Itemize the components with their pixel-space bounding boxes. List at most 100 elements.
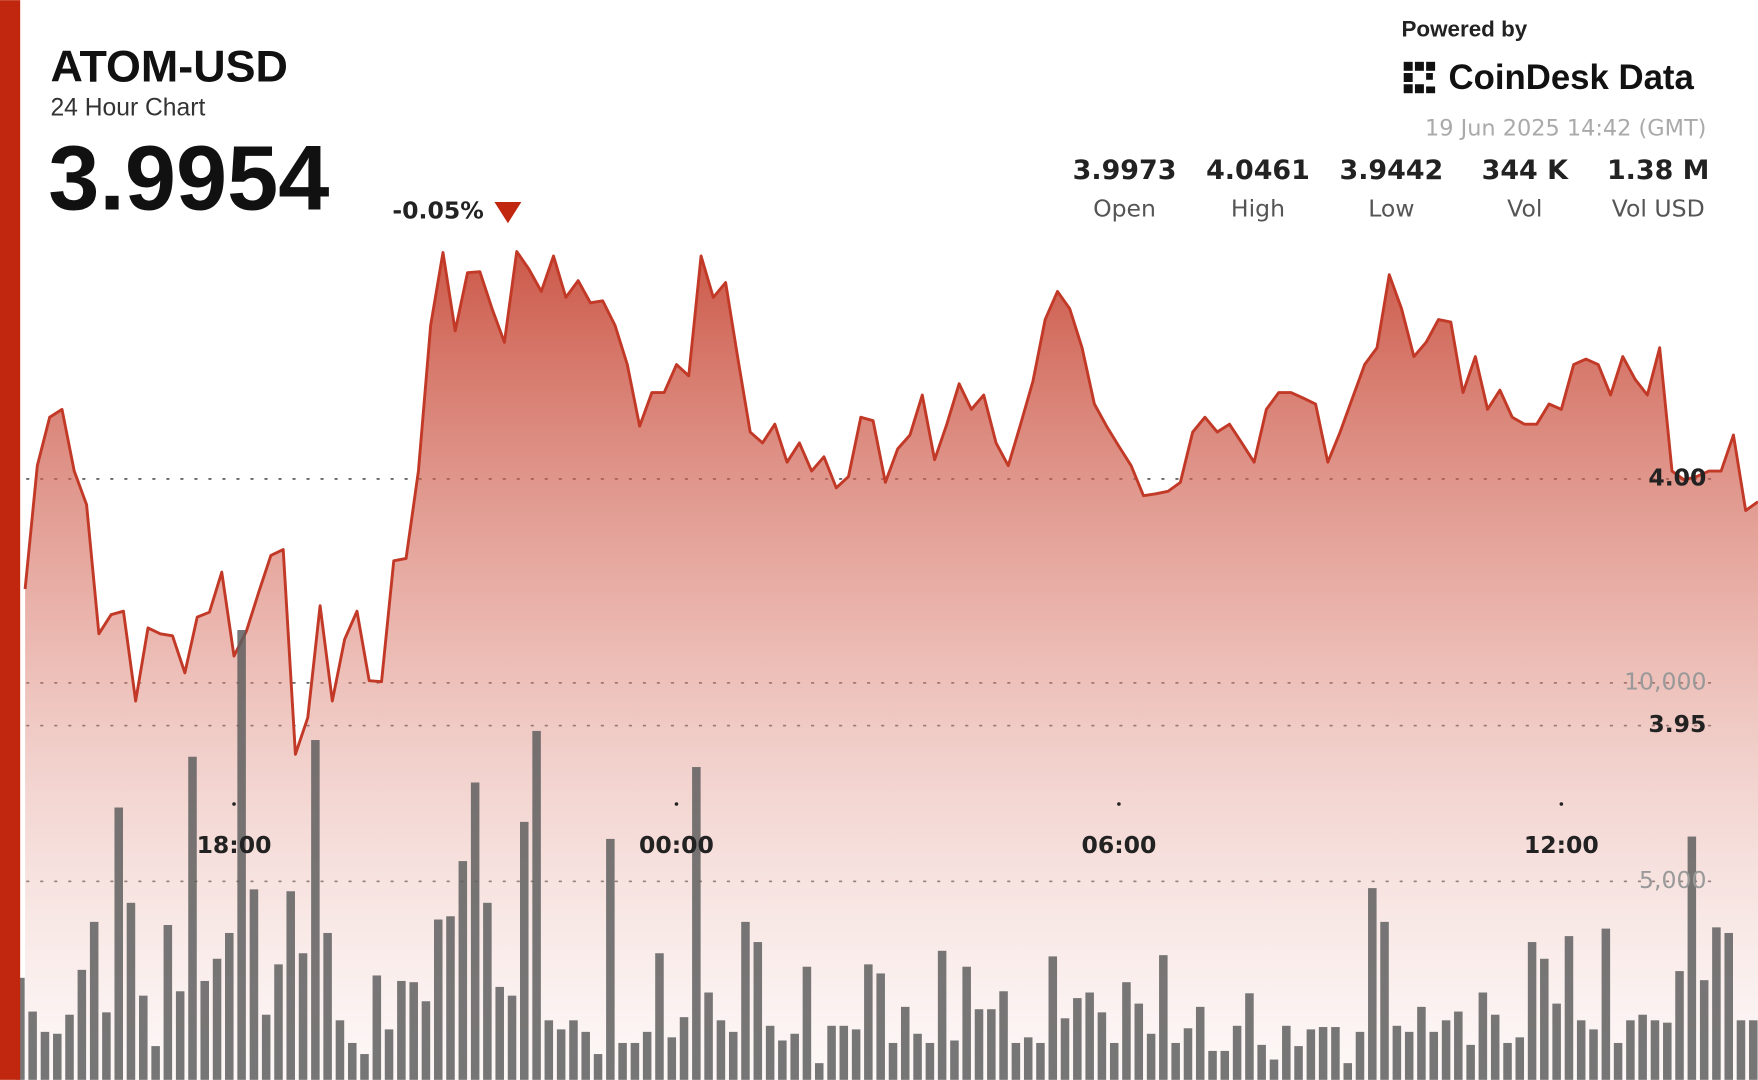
volume-bar xyxy=(888,1042,898,1080)
volume-bar xyxy=(741,921,750,1080)
volume-bar xyxy=(1146,1033,1156,1080)
volume-bar xyxy=(987,1009,996,1080)
volume-bar xyxy=(470,782,480,1080)
stat-label: Vol xyxy=(1507,194,1542,222)
volume-bar xyxy=(569,1020,578,1080)
volume-bar xyxy=(630,1042,640,1080)
volume-bar xyxy=(1195,1006,1205,1080)
volume-bar xyxy=(1368,888,1377,1080)
volume-bar xyxy=(1085,992,1094,1080)
volume-bar xyxy=(151,1046,160,1080)
volume-bar xyxy=(434,919,443,1080)
y-tick-label: 4.00 xyxy=(1648,463,1706,491)
volume-bar xyxy=(458,861,468,1080)
volume-bar xyxy=(864,964,873,1080)
volume-bar xyxy=(581,1031,590,1080)
volume-bar xyxy=(237,630,246,1080)
volume-bar xyxy=(1134,1003,1144,1080)
x-tick-label: 00:00 xyxy=(639,831,714,859)
x-tick-mark xyxy=(1559,802,1564,806)
volume-bar xyxy=(1036,1042,1045,1080)
stat-value: 1.38 M xyxy=(1607,155,1709,186)
volume-bar xyxy=(409,982,418,1080)
volume-bar xyxy=(261,1014,271,1080)
volume-bar xyxy=(200,980,209,1080)
volume-bar xyxy=(335,1020,345,1080)
volume-bar xyxy=(1023,1037,1033,1080)
volume-bar xyxy=(1527,942,1537,1080)
stat-label: Open xyxy=(1093,194,1156,222)
volume-bar xyxy=(507,995,517,1080)
stat-label: Vol USD xyxy=(1612,194,1705,222)
volume-bar xyxy=(311,740,320,1080)
volume-bar xyxy=(900,1006,910,1080)
volume-bar xyxy=(1159,955,1168,1080)
current-price: 3.9954 xyxy=(48,127,329,229)
volume-bar xyxy=(593,1054,603,1080)
volume-bar xyxy=(606,838,615,1080)
volume-bar xyxy=(274,964,283,1080)
volume-bar xyxy=(556,1029,566,1080)
volume-bar xyxy=(974,1009,984,1080)
volume-bar xyxy=(28,1011,37,1080)
volume-bar xyxy=(1576,1020,1586,1080)
volume-bar xyxy=(65,1014,74,1080)
volume-bar xyxy=(1441,1020,1451,1080)
volume-bar xyxy=(1490,1014,1500,1080)
volume-bar xyxy=(1675,971,1684,1080)
plot-area: 5,000 10,000 3.95 4.00 18:00 00:00 06:00 12:00 xyxy=(16,250,1758,1080)
volume-bar xyxy=(1380,921,1389,1080)
volume-bar xyxy=(249,889,259,1080)
volume-bar xyxy=(728,1031,738,1080)
volume-bar xyxy=(1503,1042,1512,1080)
volume-bar xyxy=(53,1033,62,1080)
volume-bar xyxy=(1318,1027,1328,1080)
volume-bar xyxy=(163,925,173,1080)
volume-bar xyxy=(1171,1042,1180,1080)
brand-name: CoinDesk Data xyxy=(1449,59,1695,97)
volume-bar xyxy=(1650,1020,1660,1080)
price-area xyxy=(25,251,1758,1080)
x-tick-mark xyxy=(674,802,679,806)
volume-bar xyxy=(827,1025,836,1080)
volume-bar xyxy=(1306,1029,1316,1080)
volume-bar xyxy=(1392,1025,1402,1080)
volume-bar xyxy=(1294,1046,1303,1080)
volume-bar xyxy=(102,1012,111,1080)
powered-by: Powered by xyxy=(1401,16,1527,41)
volume-bar xyxy=(937,950,947,1080)
volume-bar xyxy=(348,1042,357,1080)
stat-value: 3.9442 xyxy=(1339,155,1443,186)
volume-bar xyxy=(1736,1020,1746,1080)
chart-title: ATOM-USD xyxy=(50,41,287,92)
volume-bar xyxy=(1589,1029,1598,1080)
volume-bar xyxy=(1552,1003,1561,1080)
x-tick-label: 12:00 xyxy=(1524,831,1599,859)
volume-bar xyxy=(802,966,812,1080)
volume-bar xyxy=(421,1001,431,1080)
volume-bar xyxy=(520,821,529,1080)
volume-bar xyxy=(692,767,701,1080)
down-arrow xyxy=(494,201,522,224)
volume-bar xyxy=(1232,1025,1242,1080)
volume-bar xyxy=(1343,1063,1353,1080)
y2-tick-label: 5,000 xyxy=(1639,866,1706,894)
volume-bar xyxy=(1073,998,1082,1080)
volume-bar xyxy=(446,916,455,1080)
x-tick-mark xyxy=(232,802,236,806)
volume-bar xyxy=(839,1025,849,1080)
y2-tick-label: 10,000 xyxy=(1624,667,1706,695)
chart-subtitle: 24 Hour Chart xyxy=(50,94,205,121)
price-change: -0.05% xyxy=(392,197,483,225)
volume-bar xyxy=(778,1040,787,1080)
volume-bar xyxy=(679,1017,689,1080)
volume-bar xyxy=(1454,1011,1463,1080)
volume-bar xyxy=(16,977,25,1080)
volume-bar xyxy=(814,1063,824,1080)
volume-bar xyxy=(876,973,885,1080)
stat-label: High xyxy=(1231,194,1285,222)
volume-bar xyxy=(175,991,185,1080)
volume-bar xyxy=(1626,1020,1635,1080)
axis-labels: 5,000 10,000 3.95 4.00 18:00 00:00 06:00 12:00 xyxy=(197,463,1707,893)
